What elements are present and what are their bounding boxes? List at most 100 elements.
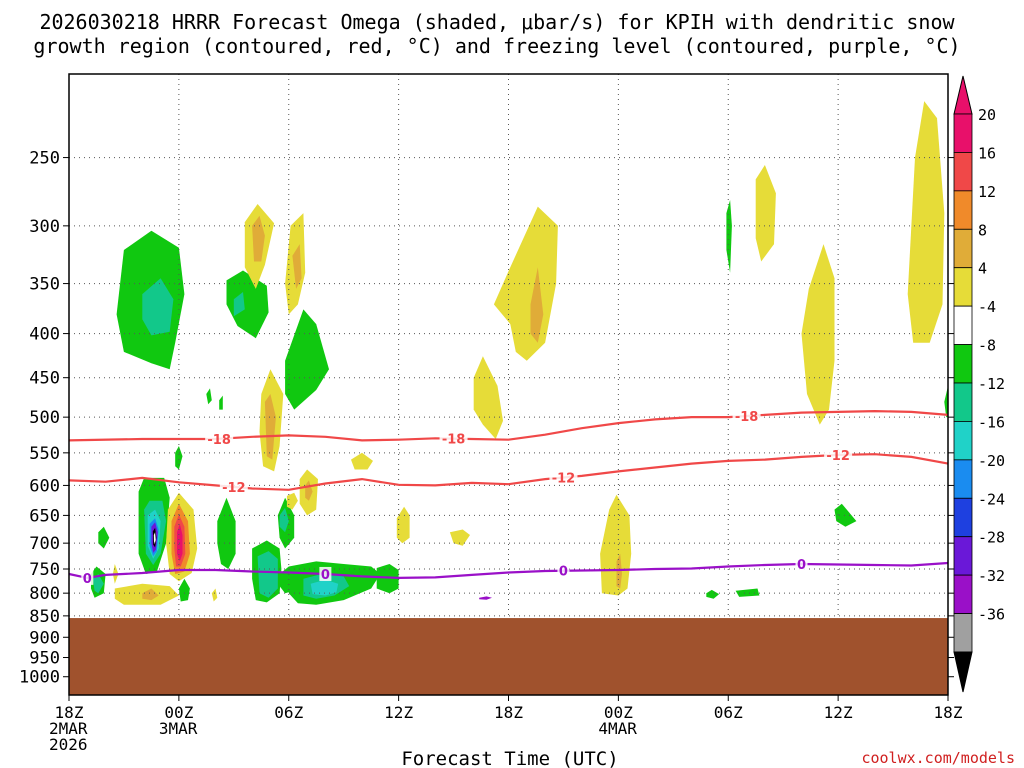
colorbar-top-arrow [953, 75, 973, 115]
y-tick-label-950: 950 [29, 649, 60, 669]
omega-region-m4 [226, 270, 269, 339]
isoline-label-2-2: 0 [559, 565, 568, 580]
x-tick-label-48: 18Z [934, 703, 963, 722]
isoline-label-2-0: 0 [83, 572, 92, 587]
isoline-label-1-2: -12 [826, 449, 850, 464]
omega-region-c4 [473, 356, 503, 439]
omega-region-c4 [493, 206, 558, 361]
x-tick-label-line: 2026 [49, 735, 88, 754]
colorbar-label-2: 12 [978, 183, 996, 201]
y-tick-label-600: 600 [29, 476, 60, 496]
omega-region-c8 [252, 215, 265, 262]
omega-region-m4 [178, 578, 190, 602]
omega-region-m8 [233, 292, 245, 317]
colorbar-label-9: -20 [978, 452, 1005, 470]
colorbar-label-1: 16 [978, 144, 996, 162]
isoline-label-0-1: -18 [442, 433, 466, 448]
colorbar-label-3: 8 [978, 221, 987, 239]
omega-region-m4 [944, 385, 948, 418]
y-tick-label-350: 350 [29, 275, 60, 295]
isoline-label-bg-2-3 [795, 556, 808, 571]
isoline-label-bg-0-2 [732, 409, 761, 424]
x-tick-label-line: 2MAR [49, 719, 88, 738]
colorbar-label-11: -28 [978, 529, 1005, 547]
isoline-label-bg-0-1 [439, 431, 468, 446]
x-tick-label-line: 18Z [55, 703, 84, 722]
colorbar-swatch-m12 [953, 421, 973, 461]
colorbar-label-12: -32 [978, 567, 1005, 585]
y-axis: 2503003504004505005506006507007508008509… [19, 149, 954, 688]
colorbar-label-7: -12 [978, 375, 1005, 393]
x-tick-label-line: 12Z [824, 703, 853, 722]
omega-region-m4 [98, 526, 110, 549]
isoline-2 [68, 561, 949, 580]
x-tick-label-0: 18Z 2MAR 2026 [49, 703, 88, 754]
isoline-label-2-3: 0 [797, 558, 806, 573]
omega-region-c8 [264, 394, 276, 460]
omega-region-m4 [206, 388, 212, 405]
colorbar-swatch-c16 [953, 152, 973, 192]
colorbar-label-13: -36 [978, 606, 1005, 624]
omega-region-m8 [92, 574, 104, 594]
omega-region-c4 [396, 506, 410, 544]
y-tick-label-900: 900 [29, 628, 60, 648]
chart-title-line-1: 2026030218 HRRR Forecast Omega (shaded, … [39, 10, 955, 34]
isoline-label-bg-1-0 [219, 479, 248, 494]
omega-region-m4 [735, 588, 760, 597]
isoline-label-bg-1-1 [549, 470, 578, 485]
omega-region-c4 [907, 101, 945, 343]
omega-region-m4 [219, 395, 223, 410]
y-tick-label-500: 500 [29, 408, 60, 428]
omega-region-m8 [142, 278, 174, 336]
isoline-label-bg-0-0 [205, 431, 234, 446]
colorbar-swatch-c4 [953, 267, 973, 307]
omega-region-m4 [285, 309, 329, 410]
colorbar: 20 16 12 8 4 -4 -8 -12 -16 -20 -24 -28 -32 -36 [953, 75, 1005, 693]
x-tick-label-30: 00Z 4MAR [598, 703, 637, 738]
y-tick-label-750: 750 [29, 560, 60, 580]
isoline-label-0-2: -18 [735, 410, 759, 425]
omega-region-c4 [755, 165, 776, 262]
isoline-label-1-0: -12 [222, 481, 246, 496]
isoline-label-bg-2-1 [319, 566, 332, 581]
colorbar-swatch-c20 [953, 113, 973, 153]
omega-region-c20 [177, 523, 183, 562]
isoline-label-1-1: -12 [552, 472, 576, 487]
colorbar-swatch-m28 [953, 574, 973, 614]
omega-region-m28 [479, 596, 492, 600]
y-tick-label-1000: 1000 [19, 668, 60, 688]
omega-region-c8 [305, 480, 313, 501]
y-tick-label-250: 250 [29, 149, 60, 169]
terrain-block [69, 618, 948, 695]
x-tick-label-line: 00Z [604, 703, 633, 722]
colorbar-bottom-arrow [953, 651, 973, 693]
colorbar-label-10: -24 [978, 490, 1005, 508]
x-tick-label-42: 12Z [824, 703, 853, 722]
omega-region-c4 [351, 452, 373, 470]
y-tick-label-700: 700 [29, 534, 60, 554]
x-tick-label-line: 12Z [384, 703, 413, 722]
x-axis-label: Forecast Time (UTC) [401, 748, 618, 768]
x-tick-label-line: 00Z [164, 703, 193, 722]
omega-region-c8 [292, 244, 302, 289]
colorbar-label-5: -4 [978, 298, 996, 316]
omega-region-m4 [175, 446, 183, 470]
omega-region-m8 [279, 507, 289, 533]
omega-region-c4 [449, 529, 470, 546]
y-tick-label-550: 550 [29, 444, 60, 464]
isoline-label-bg-1-2 [824, 447, 853, 462]
y-tick-label-850: 850 [29, 607, 60, 627]
colorbar-swatch-c8 [953, 228, 973, 269]
colorbar-swatch-m20 [953, 497, 973, 538]
colorbar-swatch-m8 [953, 382, 973, 422]
colorbar-label-0: 20 [978, 106, 996, 124]
x-tick-label-line: 18Z [934, 703, 963, 722]
isoline-label-2-1: 0 [321, 568, 330, 583]
x-tick-label-line: 06Z [714, 703, 743, 722]
chart-title-line-2: growth region (contoured, red, °C) and f… [33, 34, 960, 58]
plot-area: -18 -18 -18 -12 -12 -12 0 0 0 0 [68, 73, 949, 696]
omega-region-c4 [211, 588, 218, 602]
colorbar-swatch-c12 [953, 190, 973, 230]
credit-text: coolwx.com/models [861, 749, 1015, 767]
omega-region-zero [153, 532, 156, 545]
